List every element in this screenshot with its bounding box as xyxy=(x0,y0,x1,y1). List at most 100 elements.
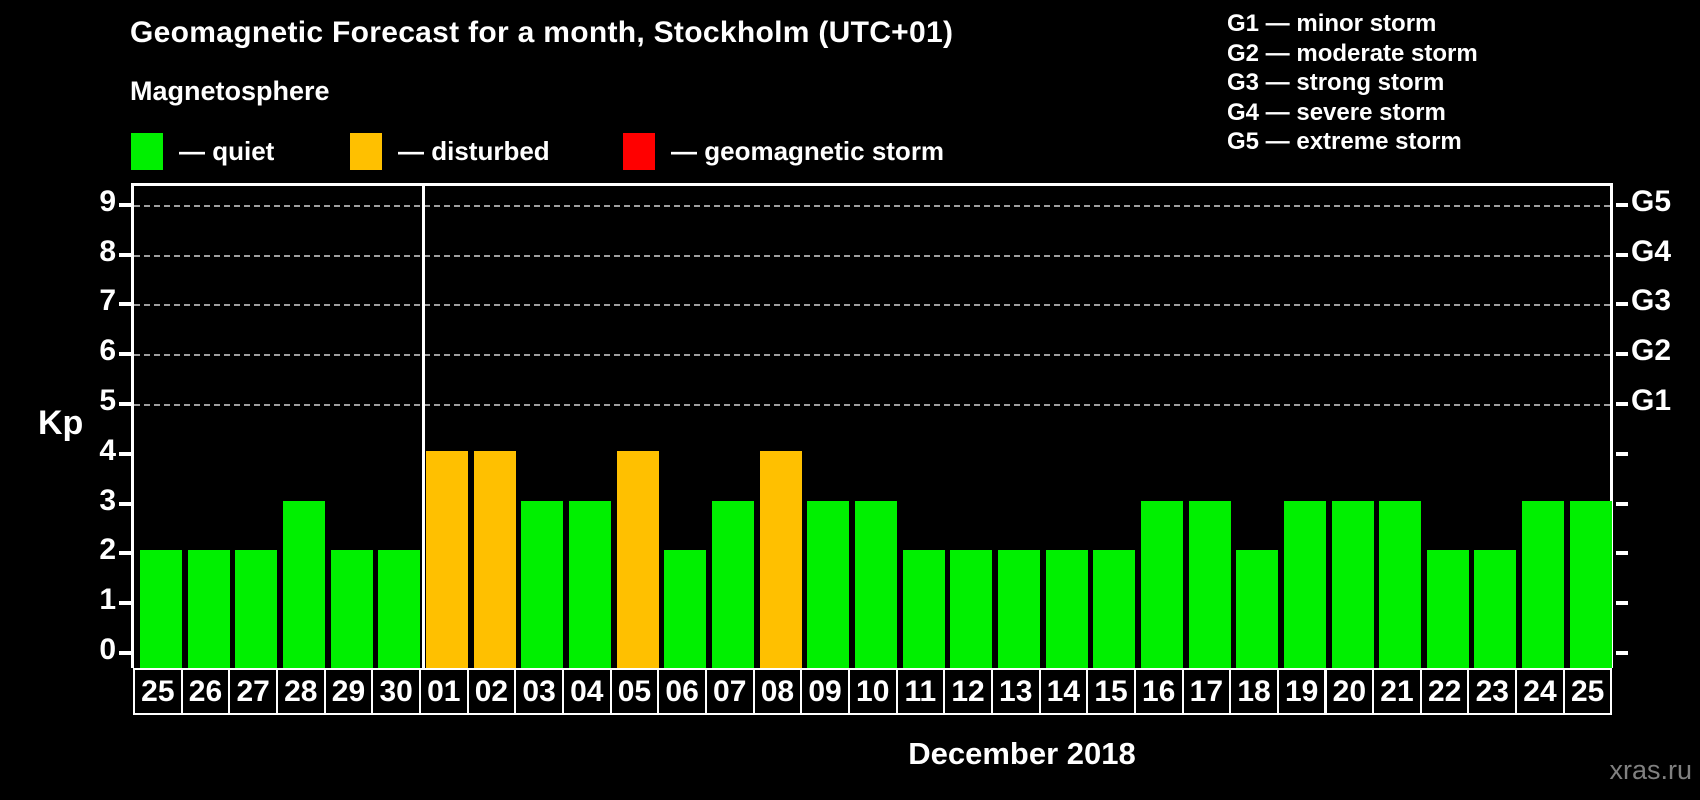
bar-day-27 xyxy=(235,550,278,668)
y-axis-tick-left-3 xyxy=(119,501,131,506)
day-label-03-dec: 03 xyxy=(514,668,564,715)
bar-day-13 xyxy=(997,550,1040,668)
bar-day-29 xyxy=(330,550,373,668)
y-axis-tick-left-4 xyxy=(119,451,131,456)
day-label-20-dec: 20 xyxy=(1324,668,1375,715)
day-label-21-dec: 21 xyxy=(1372,668,1422,715)
bar-day-15 xyxy=(1093,550,1136,668)
bar-day-24 xyxy=(1522,500,1565,668)
y-axis-tick-right-6 xyxy=(1616,352,1628,357)
chart-subtitle: Magnetosphere xyxy=(130,76,330,106)
day-label-07-dec: 07 xyxy=(704,668,755,715)
bar-day-19 xyxy=(1283,500,1326,668)
y-axis-tick-right-9 xyxy=(1616,202,1628,207)
bar-day-21 xyxy=(1379,500,1422,668)
bar-day-10 xyxy=(854,500,897,668)
g-scale-legend-line-g1: G1 — minor storm xyxy=(1227,10,1437,37)
g-scale-legend-line-g4: G4 — severe storm xyxy=(1227,98,1446,126)
bar-day-20 xyxy=(1331,500,1374,668)
bar-day-25 xyxy=(140,550,182,668)
day-label-28-nov: 28 xyxy=(275,668,326,715)
bar-day-05 xyxy=(616,450,659,668)
bar-day-12 xyxy=(950,550,993,668)
legend-item-quiet: — quiet xyxy=(131,131,274,171)
quiet-color-swatch xyxy=(131,132,163,170)
day-label-26-nov: 26 xyxy=(180,668,231,715)
y-axis-label-2: 2 xyxy=(99,533,116,567)
day-label-25-nov: 25 xyxy=(133,668,183,715)
right-axis-label-g1: G1 xyxy=(1631,384,1672,417)
y-axis-tick-left-0 xyxy=(119,651,131,655)
y-axis-tick-right-7 xyxy=(1616,302,1628,307)
g-scale-legend-line-g2: G2 — moderate storm xyxy=(1227,39,1478,67)
y-axis-tick-right-8 xyxy=(1616,252,1628,257)
day-label-15-dec: 15 xyxy=(1086,668,1136,715)
bar-day-07 xyxy=(711,500,754,668)
y-axis-label-0: 0 xyxy=(99,633,116,666)
right-axis-label-g3: G3 xyxy=(1631,284,1672,318)
day-label-19-dec: 19 xyxy=(1276,668,1327,715)
bar-day-02 xyxy=(473,450,516,668)
day-label-14-dec: 14 xyxy=(1038,668,1089,715)
y-axis-label-7: 7 xyxy=(99,284,116,318)
day-label-30-nov: 30 xyxy=(371,668,421,715)
y-axis-tick-left-9 xyxy=(119,202,131,207)
y-axis-label-1: 1 xyxy=(99,583,116,617)
g-scale-legend-line-g5: G5 — extreme storm xyxy=(1227,128,1462,156)
bar-day-04 xyxy=(568,500,611,668)
g-scale-legend: G1 — minor storm G2 — moderate storm G3 … xyxy=(1227,9,1478,157)
plot-area xyxy=(119,183,1628,668)
day-label-06-dec: 06 xyxy=(657,668,707,715)
gridline-kp-5 xyxy=(134,404,1610,406)
bar-day-28 xyxy=(282,500,325,668)
legend-label-storm: — geomagnetic storm xyxy=(671,135,945,166)
y-axis-label-8: 8 xyxy=(99,234,116,268)
gridline-kp-8 xyxy=(134,254,1610,257)
bar-day-01 xyxy=(425,450,468,668)
day-label-29-nov: 29 xyxy=(323,668,374,715)
gridline-kp-7 xyxy=(134,304,1610,307)
y-axis-tick-left-8 xyxy=(119,252,131,257)
legend-item-storm: — geomagnetic storm xyxy=(623,131,944,171)
y-axis-tick-left-7 xyxy=(119,302,131,307)
y-axis-tick-right-3 xyxy=(1616,501,1628,506)
bar-day-14 xyxy=(1045,550,1088,668)
g-scale-legend-line-g3: G3 — strong storm xyxy=(1227,69,1445,97)
bar-day-23 xyxy=(1474,550,1517,668)
gridline-kp-9 xyxy=(134,204,1610,207)
day-label-09-dec: 09 xyxy=(800,668,850,715)
day-label-11-dec: 11 xyxy=(895,668,946,715)
day-label-08-dec: 08 xyxy=(752,668,803,715)
x-axis-day-labels: 25 26 27 28 29 30 01 02 03 04 05 06 07 08 09 10 11 12 13 14… xyxy=(131,668,1617,715)
day-label-05-dec: 05 xyxy=(609,668,660,715)
day-label-17-dec: 17 xyxy=(1181,668,1232,715)
y-axis-tick-left-2 xyxy=(119,551,131,556)
y-axis-title: Kp xyxy=(38,404,84,442)
y-axis-label-3: 3 xyxy=(99,483,116,517)
day-label-27-nov: 27 xyxy=(228,668,278,715)
bar-day-09 xyxy=(807,500,850,668)
y-axis-tick-left-6 xyxy=(119,352,131,357)
watermark: xras.ru xyxy=(1609,755,1692,785)
bar-day-22 xyxy=(1426,550,1469,668)
right-axis-label-g4: G4 xyxy=(1631,234,1672,268)
day-label-25-dec: 25 xyxy=(1562,668,1613,715)
day-label-23-dec: 23 xyxy=(1467,668,1518,715)
bar-day-25 xyxy=(1569,500,1612,668)
month-separator-line xyxy=(421,186,425,668)
legend-item-disturbed: — disturbed xyxy=(350,131,550,171)
y-axis-label-6: 6 xyxy=(99,334,116,368)
day-label-02-dec: 02 xyxy=(466,668,517,715)
y-axis-tick-left-5 xyxy=(119,402,131,406)
bar-day-06 xyxy=(664,550,707,668)
bar-day-17 xyxy=(1188,500,1231,668)
bar-day-08 xyxy=(759,450,802,668)
day-label-01-dec: 01 xyxy=(418,668,469,715)
bar-day-30 xyxy=(378,550,421,668)
y-axis-tick-right-1 xyxy=(1616,601,1628,606)
y-axis-tick-right-0 xyxy=(1616,651,1628,655)
day-label-16-dec: 16 xyxy=(1133,668,1184,715)
right-axis-label-g2: G2 xyxy=(1631,334,1672,368)
y-axis-tick-right-5 xyxy=(1616,402,1628,406)
